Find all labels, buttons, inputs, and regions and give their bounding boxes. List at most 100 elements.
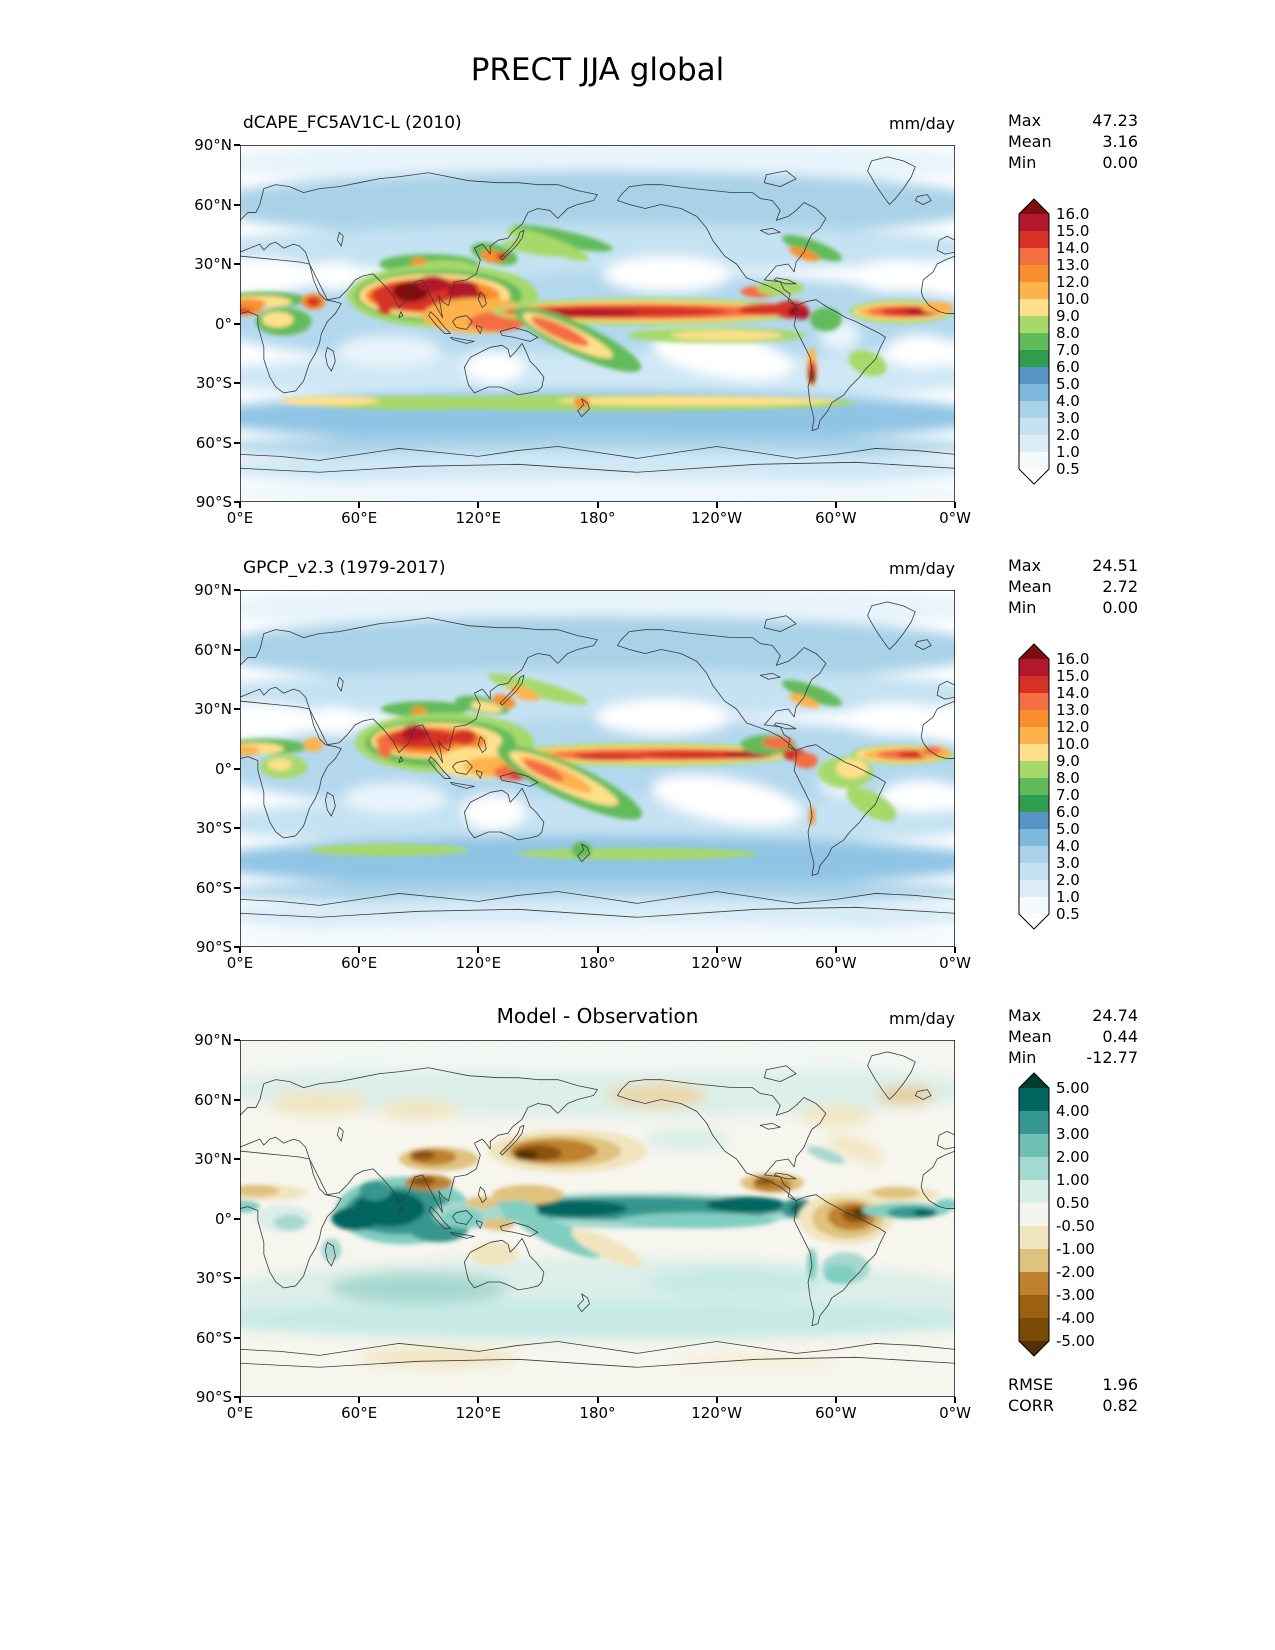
colorbar-tick-label: 2.0	[1056, 871, 1080, 889]
colorbar-tick-label: 4.0	[1056, 392, 1080, 410]
stat-row: RMSE 1.96	[1008, 1374, 1138, 1395]
stat-value: 0.00	[1102, 153, 1138, 173]
footer-stats: RMSE 1.96 CORR 0.82	[1008, 1374, 1138, 1416]
x-axis-tick-mark	[477, 1397, 480, 1403]
y-axis-tick-mark	[234, 1336, 240, 1339]
colorbar-tick-label: 13.0	[1056, 701, 1090, 719]
colorbar-tick-label: 12.0	[1056, 273, 1090, 291]
colorbar-tick-label: 0.5	[1056, 460, 1080, 478]
colorbar-tick-label: -1.00	[1056, 1240, 1095, 1258]
y-axis-tick-mark	[234, 1217, 240, 1220]
y-axis-tick-label: 60°S	[195, 1328, 232, 1347]
colorbar-tick-label: 8.0	[1056, 324, 1080, 342]
panel-units-label: mm/day	[889, 1009, 955, 1028]
stat-value: 0.00	[1102, 598, 1138, 618]
y-axis-tick-label: 60°S	[195, 433, 232, 452]
y-axis-tick-label: 90°S	[195, 938, 232, 956]
stat-value: 2.72	[1102, 577, 1138, 597]
stat-label: Min	[1008, 1048, 1037, 1068]
colorbar-tick-label: 5.0	[1056, 375, 1080, 393]
x-axis-tick-mark	[954, 947, 956, 953]
panel-units-label: mm/day	[889, 114, 955, 133]
stat-row: Mean 3.16	[1008, 131, 1138, 152]
x-axis-tick-mark	[358, 1397, 361, 1403]
y-axis-tick-mark	[234, 708, 240, 710]
colorbar-tick-label: 9.0	[1056, 307, 1080, 325]
colorbar-tick-label: -5.00	[1056, 1332, 1095, 1350]
y-axis-tick-label: 90°N	[194, 136, 232, 154]
y-axis-tick-mark	[234, 144, 240, 146]
colorbar-tick-label: -0.50	[1056, 1217, 1095, 1235]
x-axis-tick-label: 60°E	[341, 954, 378, 972]
x-axis-tick-label: 0°E	[226, 509, 254, 527]
colorbar-tick-label: 3.0	[1056, 854, 1080, 872]
x-axis-tick-mark	[477, 502, 480, 508]
panel-title: dCAPE_FC5AV1C-L (2010)	[243, 113, 462, 133]
map-panel-1: dCAPE_FC5AV1C-L (2010) mm/day Max 47.23 Me…	[0, 105, 1275, 555]
y-axis-tick-mark	[234, 648, 240, 651]
stat-row: Min 0.00	[1008, 152, 1138, 173]
x-axis-tick-mark	[715, 1397, 718, 1403]
x-axis-tick-mark	[358, 502, 361, 508]
y-axis-tick-label: 60°N	[194, 1090, 232, 1109]
panel-title: Model - Observation	[496, 1004, 699, 1028]
y-axis-tick-mark	[234, 827, 240, 829]
y-axis-tick-label: 0°	[214, 759, 232, 778]
x-axis-tick-mark	[715, 947, 718, 953]
colorbar-tick-label: 4.0	[1056, 837, 1080, 855]
colorbar-tick-label: -4.00	[1056, 1309, 1095, 1327]
y-axis-tick-mark	[234, 322, 240, 325]
stat-label: Mean	[1008, 1027, 1052, 1047]
colorbar: 16.0 15.0 14.0 13.0 12.0 10.0 9.0 8.0 7.0 6.0 5.0 4…	[1018, 198, 1138, 485]
y-axis-tick-mark	[234, 1039, 240, 1041]
y-axis-tick-mark	[234, 767, 240, 770]
colorbar-tick-label: 3.0	[1056, 409, 1080, 427]
panel-title: GPCP_v2.3 (1979-2017)	[243, 558, 446, 578]
stat-row: Max 24.74	[1008, 1005, 1138, 1026]
x-axis-tick-label: 180°	[579, 509, 616, 527]
stat-label: Mean	[1008, 577, 1052, 597]
y-axis-tick-label: 60°S	[195, 878, 232, 897]
x-axis-tick-mark	[954, 502, 956, 508]
stat-label: Min	[1008, 598, 1037, 618]
colorbar-tick-label: 16.0	[1056, 205, 1090, 223]
stat-row: Max 24.51	[1008, 555, 1138, 576]
map-plot	[240, 1040, 955, 1397]
colorbar-tick-label: 7.0	[1056, 786, 1080, 804]
x-axis-tick-mark	[596, 1397, 599, 1403]
x-axis-tick-mark	[477, 947, 480, 953]
colorbar-tick-label: 16.0	[1056, 650, 1090, 668]
colorbar-tick-label: 0.50	[1056, 1194, 1090, 1212]
x-axis-tick-label: 180°	[579, 1404, 616, 1422]
stat-value: 0.44	[1102, 1027, 1138, 1047]
x-axis-tick-mark	[715, 502, 718, 508]
y-axis-tick-label: 30°N	[194, 1150, 232, 1168]
colorbar-scale	[1018, 643, 1050, 930]
x-axis-tick-label: 60°W	[815, 1404, 857, 1422]
colorbar-scale	[1018, 198, 1050, 485]
map-panel-2: GPCP_v2.3 (1979-2017) mm/day Max 24.51 Mea…	[0, 550, 1275, 1000]
x-axis-tick-label: 120°E	[455, 1404, 502, 1422]
stat-label: RMSE	[1008, 1375, 1054, 1394]
x-axis-tick-mark	[596, 502, 599, 508]
colorbar-tick-label: 3.00	[1056, 1125, 1090, 1143]
colorbar-tick-label: -2.00	[1056, 1263, 1095, 1281]
colorbar-tick-label: 9.0	[1056, 752, 1080, 770]
y-axis-tick-mark	[234, 946, 240, 948]
y-axis-tick-mark	[234, 441, 240, 444]
stat-row: Mean 2.72	[1008, 576, 1138, 597]
y-axis-tick-label: 30°S	[195, 374, 232, 392]
x-axis-tick-label: 0°W	[939, 1404, 971, 1422]
y-axis-tick-label: 30°S	[195, 1269, 232, 1287]
x-axis-tick-label: 120°W	[691, 1404, 743, 1422]
panel-stats: Max 47.23 Mean 3.16 Min 0.00	[1008, 110, 1138, 173]
stat-value: 3.16	[1102, 132, 1138, 152]
colorbar-tick-label: 14.0	[1056, 239, 1090, 257]
y-axis-tick-mark	[234, 886, 240, 889]
y-axis-tick-mark	[234, 501, 240, 503]
stat-value: 24.51	[1092, 556, 1138, 575]
x-axis-tick-mark	[954, 1397, 956, 1403]
x-axis-tick-label: 120°E	[455, 954, 502, 972]
colorbar-tick-label: 10.0	[1056, 735, 1090, 753]
